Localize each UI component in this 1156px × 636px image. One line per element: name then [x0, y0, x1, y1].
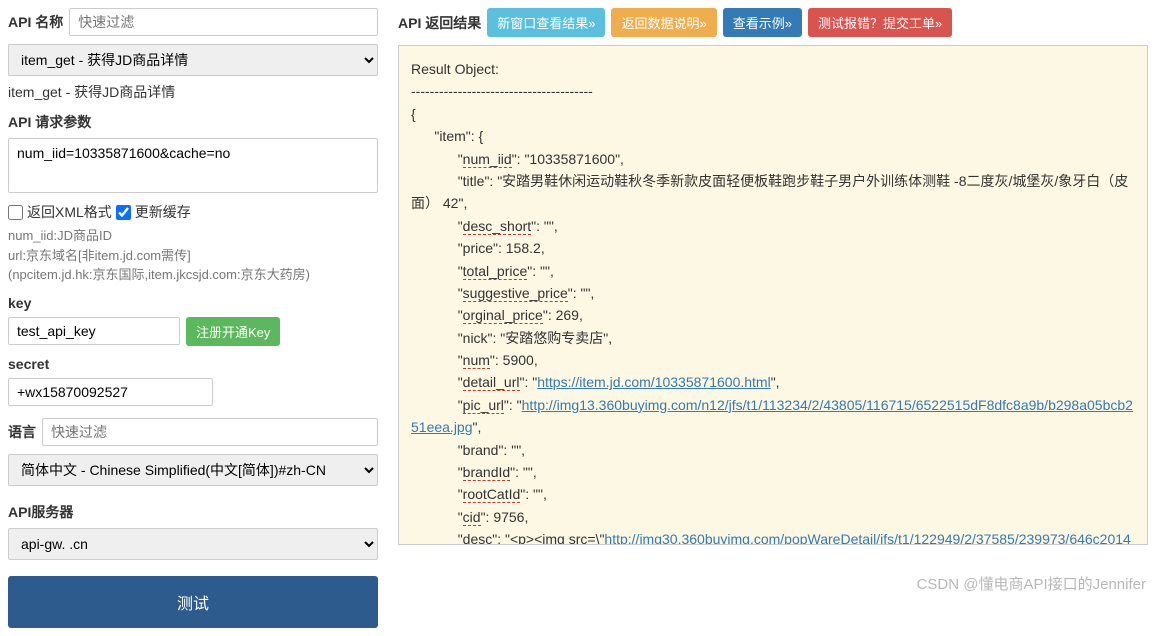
- xml-checkbox[interactable]: [8, 205, 23, 220]
- register-key-button[interactable]: 注册开通Key: [186, 317, 280, 346]
- api-subtext: item_get - 获得JD商品详情: [8, 82, 378, 102]
- xml-checkbox-label: 返回XML格式: [27, 202, 112, 222]
- api-select[interactable]: item_get - 获得JD商品详情: [8, 44, 378, 76]
- right-panel: API 返回结果 新窗口查看结果» 返回数据说明» 查看示例» 测试报错？提交工…: [398, 8, 1148, 628]
- server-label: API服务器: [8, 502, 378, 522]
- secret-input[interactable]: [8, 378, 213, 406]
- params-label: API 请求参数: [8, 112, 378, 132]
- key-label: key: [8, 295, 378, 311]
- lang-select[interactable]: 简体中文 - Chinese Simplified(中文[简体])#zh-CN: [8, 454, 378, 486]
- lang-filter-input[interactable]: [42, 418, 378, 446]
- result-title: API 返回结果: [398, 13, 481, 33]
- cache-checkbox-label: 更新缓存: [135, 202, 191, 222]
- cache-checkbox[interactable]: [116, 205, 131, 220]
- new-window-button[interactable]: 新窗口查看结果»: [487, 8, 605, 37]
- result-box[interactable]: Result Object: -------------------------…: [398, 45, 1148, 545]
- result-header-text: Result Object:: [411, 61, 499, 77]
- api-filter-input[interactable]: [69, 8, 378, 36]
- result-divider: ---------------------------------------: [411, 83, 593, 99]
- secret-label: secret: [8, 356, 378, 372]
- params-textarea[interactable]: num_iid=10335871600&cache=no: [8, 138, 378, 193]
- report-error-button[interactable]: 测试报错？提交工单»: [808, 8, 952, 37]
- lang-label: 语言: [8, 422, 36, 442]
- data-desc-button[interactable]: 返回数据说明»: [611, 8, 716, 37]
- server-select[interactable]: api-gw. .cn: [8, 528, 378, 560]
- help-text: num_iid:JD商品ID url:京东域名[非item.jd.com需传] …: [8, 226, 378, 285]
- left-panel: API 名称 item_get - 获得JD商品详情 item_get - 获得…: [8, 8, 378, 628]
- view-example-button[interactable]: 查看示例»: [723, 8, 802, 37]
- api-name-label: API 名称: [8, 12, 63, 32]
- key-input[interactable]: [8, 317, 180, 345]
